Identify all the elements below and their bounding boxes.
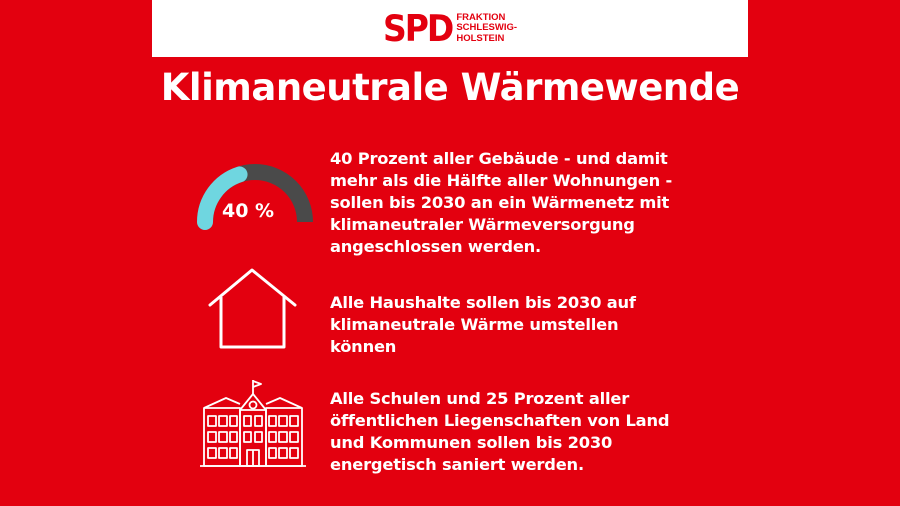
text-line: und Kommunen sollen bis 2030 xyxy=(330,433,613,452)
text-line: können xyxy=(330,337,397,356)
item-text: Alle Haushalte sollen bis 2030 auf klima… xyxy=(330,292,710,358)
text-line: mehr als die Hälfte aller Wohnungen - xyxy=(330,171,673,190)
spd-logo: SPD FRAKTION SCHLESWIG- HOLSTEIN xyxy=(382,7,518,50)
text-line: 40 Prozent aller Gebäude - und damit xyxy=(330,149,668,168)
gauge-icon xyxy=(197,164,313,230)
gauge-label: 40 % xyxy=(222,200,275,222)
text-line: Alle Schulen und 25 Prozent aller xyxy=(330,389,630,408)
text-line: klimaneutrale Wärme umstellen xyxy=(330,315,619,334)
page-title: Klimaneutrale Wärmewende xyxy=(160,66,740,109)
logo-line: HOLSTEIN xyxy=(456,32,505,44)
text-line: klimaneutraler Wärmeversorgung xyxy=(330,215,635,234)
logo-text: FRAKTION SCHLESWIG- HOLSTEIN xyxy=(456,11,518,45)
logo-mark: SPD xyxy=(382,7,454,50)
school-building-icon xyxy=(200,380,306,467)
logo-line: SCHLESWIG- xyxy=(456,22,518,34)
house-icon xyxy=(208,268,297,349)
text-line: sollen bis 2030 an ein Wärmenetz mit xyxy=(330,193,670,212)
gauge-fill xyxy=(197,166,248,230)
logo-line: FRAKTION xyxy=(456,11,506,23)
text-line: Alle Haushalte sollen bis 2030 auf xyxy=(330,293,636,312)
text-line: energetisch saniert werden. xyxy=(330,455,584,474)
text-line: öffentlichen Liegenschaften von Land xyxy=(330,411,670,430)
text-line: angeschlossen werden. xyxy=(330,237,542,256)
item-text: 40 Prozent aller Gebäude - und damit meh… xyxy=(330,148,710,258)
item-text: Alle Schulen und 25 Prozent aller öffent… xyxy=(330,388,710,476)
logo-bar: SPD FRAKTION SCHLESWIG- HOLSTEIN xyxy=(152,0,748,57)
